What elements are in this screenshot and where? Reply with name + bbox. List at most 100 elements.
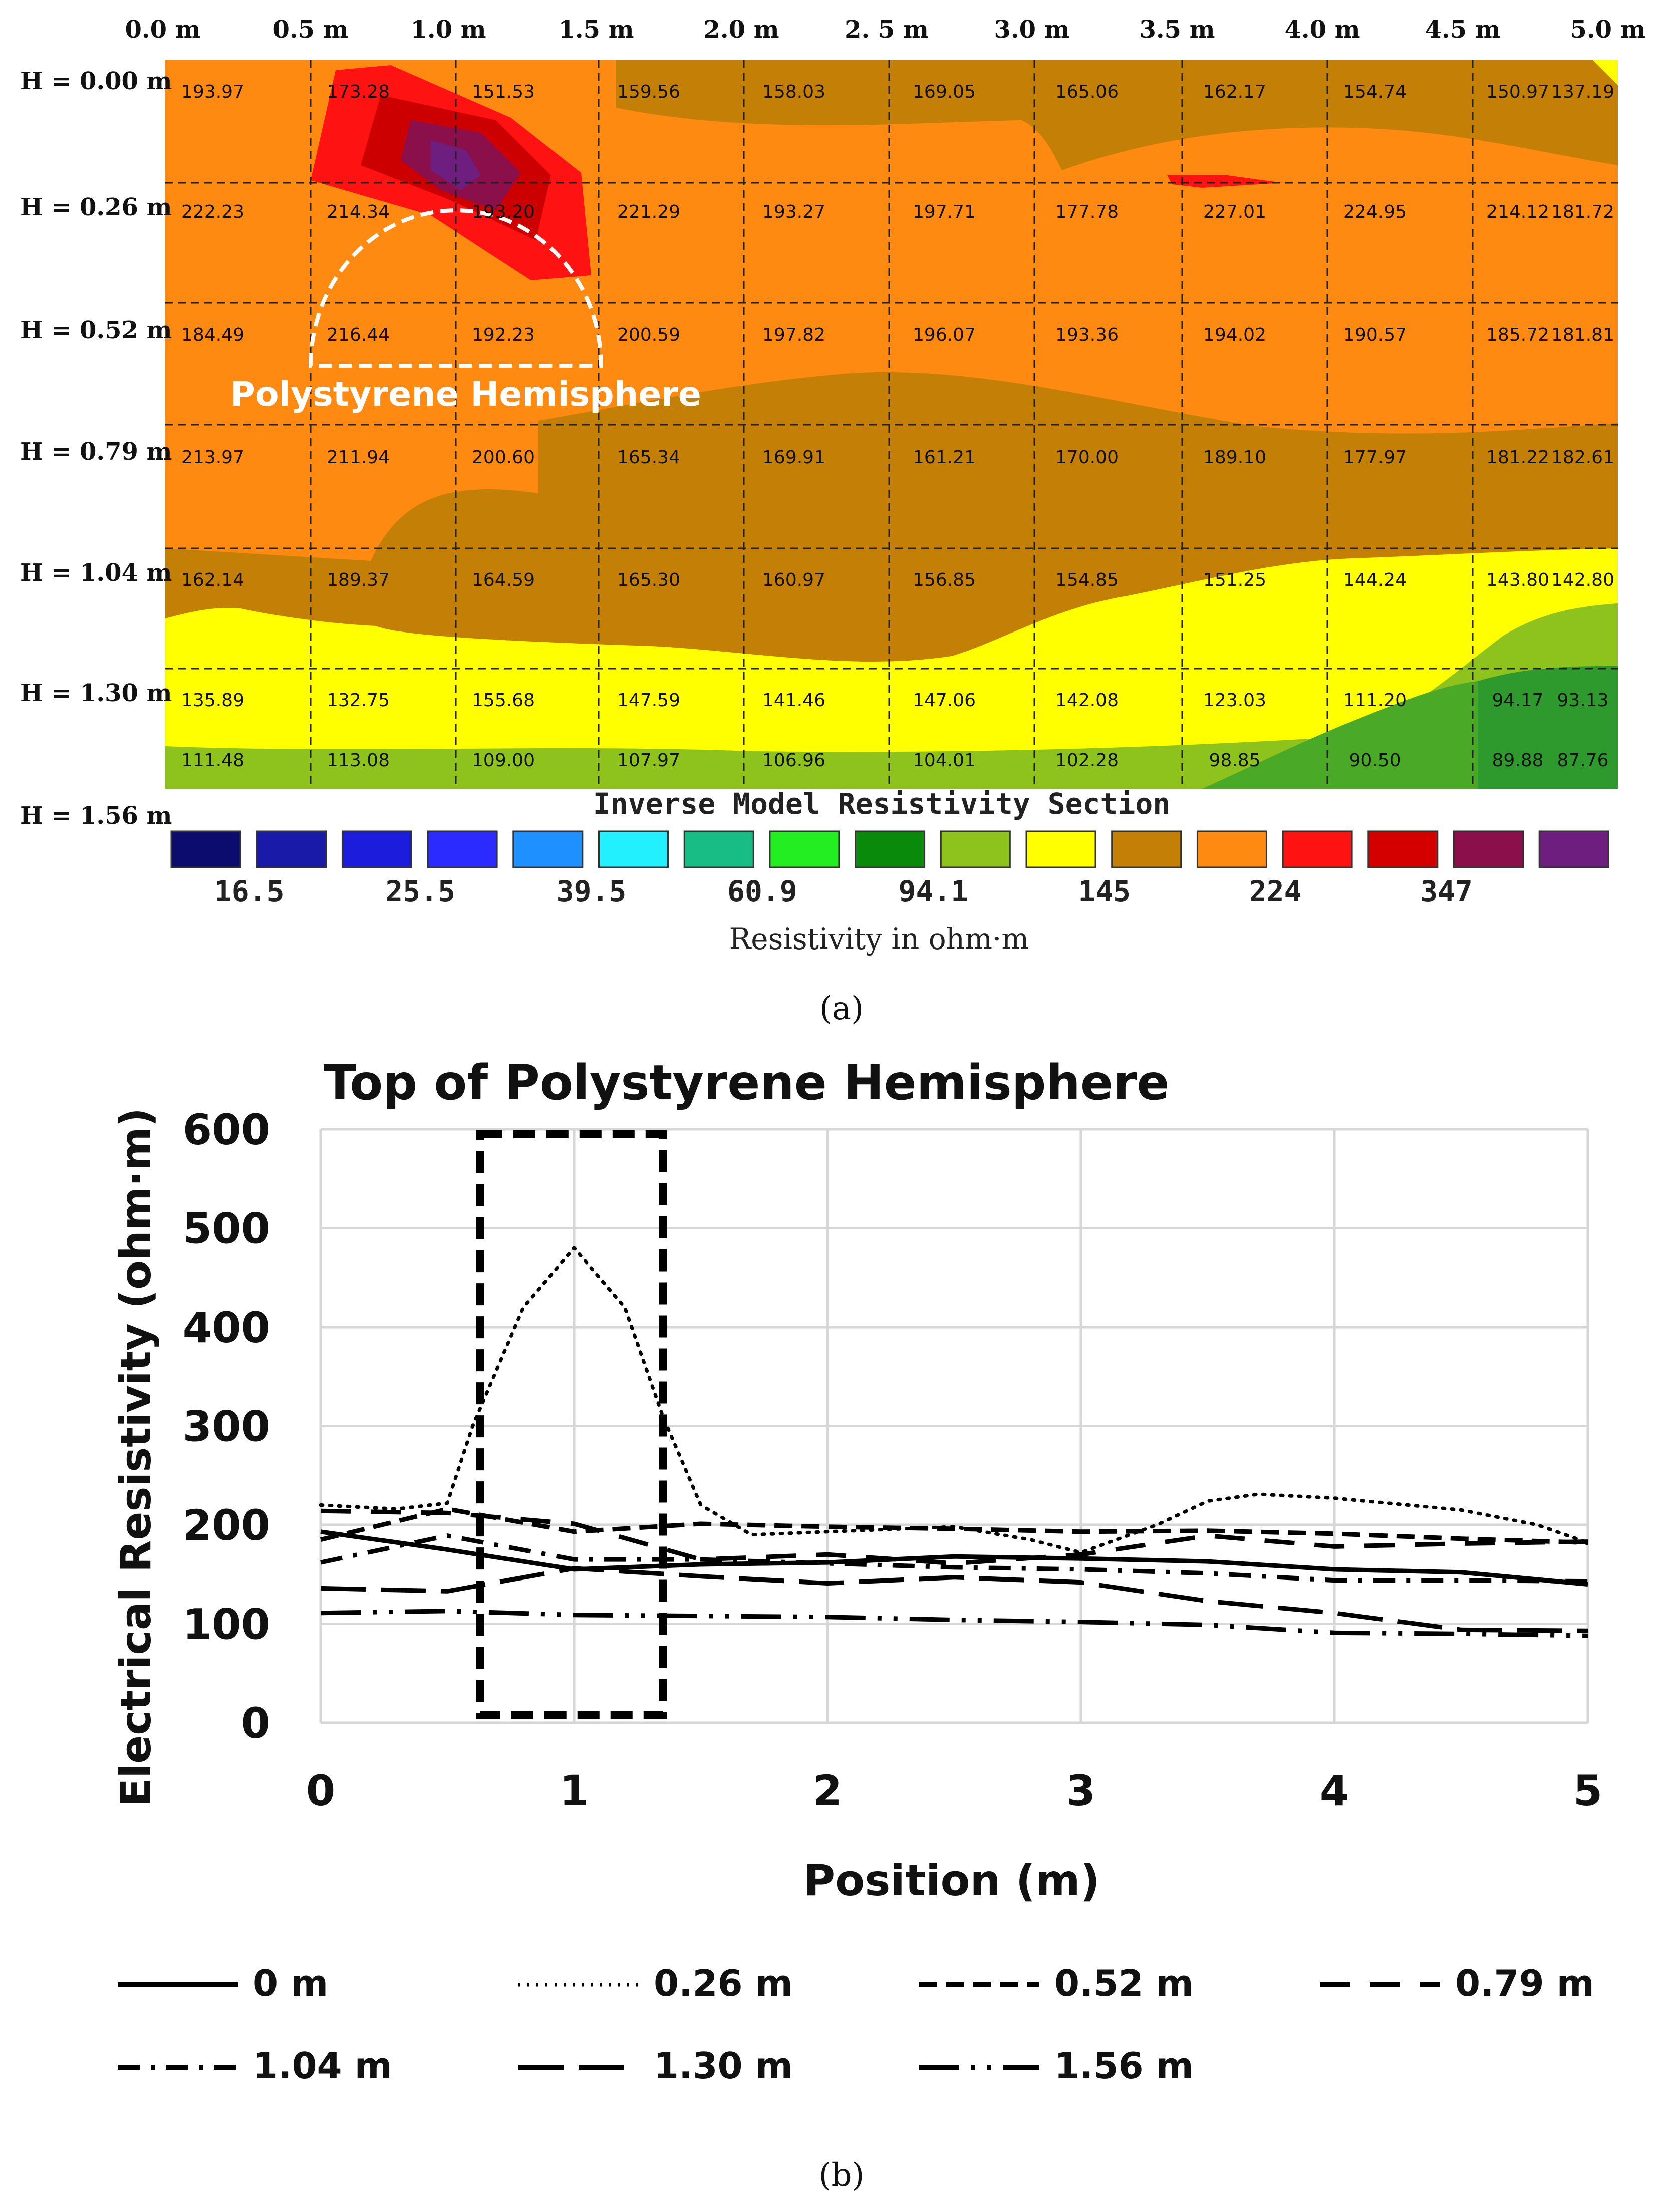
legend-label: 0.26 m bbox=[654, 1962, 793, 2004]
color-swatch bbox=[940, 830, 1011, 868]
cell-value: 160.97 bbox=[762, 570, 825, 590]
color-scale-tick: 16.5 bbox=[214, 874, 285, 908]
cell-value: 200.59 bbox=[617, 325, 680, 345]
cell-value: 154.85 bbox=[1055, 570, 1119, 590]
cell-value: 98.85 bbox=[1209, 750, 1260, 771]
x-tick-label: 2.0 m bbox=[703, 16, 779, 44]
x-tick-label: 1 bbox=[560, 1766, 589, 1815]
cell-value: 169.91 bbox=[762, 447, 825, 468]
cell-value: 159.56 bbox=[617, 82, 680, 102]
small-red-streak bbox=[1167, 175, 1282, 188]
y-axis-label: Electrical Resistivity (ohm·m) bbox=[111, 1108, 160, 1807]
series-line bbox=[320, 1508, 1588, 1566]
color-swatch bbox=[855, 830, 926, 868]
color-swatch bbox=[170, 830, 241, 868]
cell-value: 177.78 bbox=[1055, 202, 1119, 222]
legend-label: 1.30 m bbox=[654, 2045, 793, 2087]
x-tick-label: 3.5 m bbox=[1139, 16, 1215, 44]
cell-value: 227.01 bbox=[1203, 202, 1266, 222]
x-tick-label: 5.0 m bbox=[1570, 16, 1645, 44]
hemisphere-position-box bbox=[476, 1130, 667, 1719]
section-grid bbox=[165, 60, 1618, 789]
panel-b-caption: (b) bbox=[819, 2157, 865, 2194]
cell-value: 190.57 bbox=[1343, 325, 1407, 345]
legend-label: 1.56 m bbox=[1054, 2045, 1194, 2087]
cell-value: 106.96 bbox=[762, 750, 825, 771]
cell-values: 193.97 173.28 151.53 159.56 158.03 169.05 165.… bbox=[181, 82, 1614, 771]
color-swatch bbox=[1111, 830, 1182, 868]
color-swatch bbox=[256, 830, 327, 868]
series-line bbox=[320, 1506, 1588, 1545]
x-tick-label: 4.0 m bbox=[1284, 16, 1360, 44]
legend-label: 0 m bbox=[253, 1962, 328, 2004]
cell-value: 150.97 bbox=[1486, 82, 1549, 102]
cell-value: 113.08 bbox=[327, 750, 390, 771]
depth-label: H = 0.26 m bbox=[20, 193, 172, 221]
cell-value: 156.85 bbox=[913, 570, 976, 590]
cell-value: 213.97 bbox=[181, 447, 244, 468]
cell-value: 147.06 bbox=[913, 690, 976, 711]
cell-value: 192.23 bbox=[472, 325, 535, 345]
cell-value: 93.13 bbox=[1557, 690, 1608, 711]
color-scale-tick: 224 bbox=[1249, 874, 1302, 908]
color-scale-tick: 347 bbox=[1420, 874, 1473, 908]
depth-label: H = 1.04 m bbox=[20, 559, 172, 587]
cell-value: 216.44 bbox=[327, 325, 390, 345]
cell-value: 177.97 bbox=[1343, 447, 1407, 468]
color-scale-tick: 145 bbox=[1078, 874, 1131, 908]
depth-label: H = 0.00 m bbox=[20, 67, 172, 95]
series-line bbox=[320, 1533, 1588, 1584]
cell-value: 182.61 bbox=[1551, 447, 1614, 468]
depth-labels: H = 0.00 m H = 0.26 m H = 0.52 m H = 0.79 m… bbox=[20, 67, 172, 830]
x-axis-label: Position (m) bbox=[803, 1856, 1100, 1906]
y-tick-label: 200 bbox=[183, 1501, 270, 1550]
cell-value: 165.30 bbox=[617, 570, 680, 590]
series-line bbox=[320, 1529, 1588, 1587]
cell-value: 111.48 bbox=[181, 750, 244, 771]
series-lines bbox=[319, 1246, 1590, 1638]
color-swatch bbox=[512, 830, 584, 868]
x-tick-label: 1.0 m bbox=[410, 16, 486, 44]
brown-region-upper bbox=[616, 60, 1618, 170]
cell-value: 154.74 bbox=[1343, 82, 1407, 102]
x-tick-label: 0.5 m bbox=[272, 16, 348, 44]
cell-value: 197.71 bbox=[913, 202, 976, 222]
series-line bbox=[319, 1246, 1590, 1554]
cell-value: 109.00 bbox=[472, 750, 535, 771]
cell-value: 87.76 bbox=[1557, 750, 1608, 771]
polystyrene-hemisphere-label: Polystyrene Hemisphere bbox=[230, 375, 701, 414]
color-swatch bbox=[1367, 830, 1439, 868]
legend: 0 m 0.26 m 0.52 m 0.79 m 1.04 m 1.30 m 1.56 m bbox=[118, 1962, 1594, 2087]
cell-value: 94.17 bbox=[1492, 690, 1543, 711]
cell-value: 107.97 bbox=[617, 750, 680, 771]
cell-value: 194.02 bbox=[1203, 325, 1266, 345]
dark-green-region bbox=[1478, 666, 1618, 789]
cell-value: 162.14 bbox=[181, 570, 244, 590]
color-swatch bbox=[341, 830, 412, 868]
cell-value: 193.27 bbox=[762, 202, 825, 222]
color-scale-tick: 60.9 bbox=[727, 874, 797, 908]
cell-value: 193.36 bbox=[1055, 325, 1119, 345]
x-tick-label: 4 bbox=[1320, 1766, 1349, 1815]
cell-value: 181.72 bbox=[1551, 202, 1614, 222]
x-tick-labels: 0.0 m 0.5 m 1.0 m 1.5 m 2.0 m 2. 5 m 3.0 m 3.5 … bbox=[125, 16, 1645, 44]
color-scale-label: Resistivity in ohm·m bbox=[729, 922, 1029, 956]
cell-value: 90.50 bbox=[1349, 750, 1401, 771]
color-swatch bbox=[598, 830, 669, 868]
plot-grid bbox=[319, 1128, 1589, 1724]
cell-value: 164.59 bbox=[472, 570, 535, 590]
y-tick-label: 500 bbox=[183, 1204, 270, 1253]
cell-value: 200.60 bbox=[472, 447, 535, 468]
x-tick-label: 3 bbox=[1066, 1766, 1095, 1815]
y-tick-label: 100 bbox=[183, 1600, 270, 1649]
color-swatch bbox=[427, 830, 498, 868]
series-line bbox=[320, 1566, 1588, 1633]
y-tick-label: 0 bbox=[241, 1699, 270, 1748]
cell-value: 170.00 bbox=[1055, 447, 1119, 468]
color-scale-tick: 94.1 bbox=[898, 874, 968, 908]
depth-label: H = 1.56 m bbox=[20, 802, 172, 830]
x-axis-ticks: 0 1 2 3 4 5 bbox=[306, 1766, 1602, 1815]
brown-region-middle bbox=[371, 372, 1618, 662]
cell-value: 181.22 bbox=[1486, 447, 1549, 468]
